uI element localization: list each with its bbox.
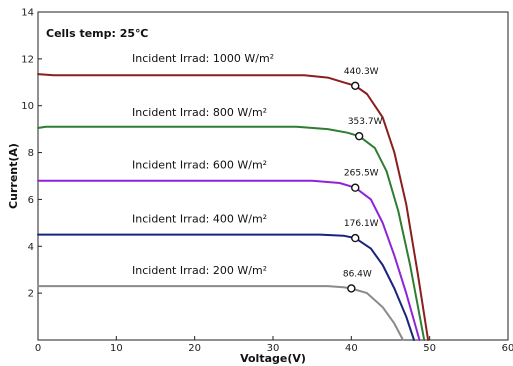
- mpp-marker: [351, 183, 360, 192]
- text-layer: 0 10 20 30 40 50 60 2 4 6 8 10 12 14 Incident Irrad: 1…: [21, 8, 513, 355]
- mpp-label: 440.3W: [344, 67, 379, 77]
- y-tick-label: 10: [21, 101, 34, 112]
- x-axis-label: Voltage(V): [240, 352, 306, 365]
- series-layer: [37, 73, 430, 341]
- mpp-marker: [347, 284, 356, 293]
- chart-annotation: Cells temp: 25℃: [46, 27, 148, 40]
- series-line: [37, 73, 430, 341]
- mpp-label: 265.5W: [344, 169, 379, 179]
- x-tick-label: 20: [188, 343, 201, 354]
- x-tick-label: 10: [110, 343, 123, 354]
- mpp-label: 86.4W: [343, 269, 372, 279]
- x-tick-label: 40: [345, 343, 358, 354]
- mpp-label: 176.1W: [344, 219, 379, 229]
- mpp-marker: [351, 233, 360, 243]
- x-tick-label: 0: [35, 343, 41, 354]
- series-line: [37, 179, 421, 341]
- mpp-label: 353.7W: [348, 117, 383, 127]
- y-axis-label: Current(A): [7, 143, 20, 209]
- series-line: [37, 233, 415, 341]
- series-label: Incident Irrad: 200 W/m²: [132, 264, 267, 277]
- y-tick-label: 6: [28, 195, 34, 206]
- y-tick-label: 14: [21, 8, 34, 19]
- mpp-marker: [354, 131, 364, 141]
- mpp-marker: [351, 81, 360, 91]
- tick-marks: [37, 11, 509, 340]
- y-tick-label: 8: [28, 148, 34, 159]
- series-label: Incident Irrad: 1000 W/m²: [132, 52, 274, 65]
- series-label: Incident Irrad: 800 W/m²: [132, 106, 267, 119]
- y-tick-label: 2: [28, 289, 34, 300]
- series-label: Incident Irrad: 600 W/m²: [132, 159, 267, 172]
- x-tick-label: 30: [267, 343, 280, 354]
- x-tick-label: 50: [423, 343, 436, 354]
- series-label: Incident Irrad: 400 W/m²: [132, 213, 267, 226]
- y-tick-label: 12: [21, 54, 34, 65]
- x-tick-label: 60: [502, 343, 513, 354]
- y-tick-label: 4: [28, 242, 34, 253]
